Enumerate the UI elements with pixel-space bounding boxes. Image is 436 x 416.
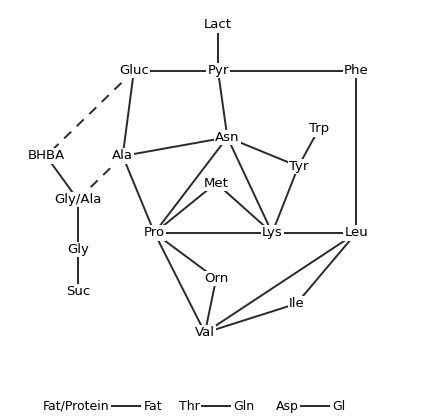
Text: Gluc: Gluc — [119, 64, 149, 77]
Text: Pro: Pro — [144, 226, 165, 240]
Text: Ile: Ile — [289, 297, 304, 310]
Text: Ala: Ala — [112, 149, 133, 163]
Text: Pyr: Pyr — [207, 64, 229, 77]
Text: Lys: Lys — [262, 226, 283, 240]
Text: Gl: Gl — [332, 400, 345, 413]
Text: Asn: Asn — [215, 131, 240, 144]
Text: Suc: Suc — [66, 285, 90, 298]
Text: Met: Met — [204, 176, 228, 190]
Text: Phe: Phe — [344, 64, 369, 77]
Text: Asp: Asp — [276, 400, 298, 413]
Text: Val: Val — [195, 326, 215, 339]
Text: Fat/Protein: Fat/Protein — [43, 400, 109, 413]
Text: Fat: Fat — [143, 400, 162, 413]
Text: Orn: Orn — [204, 272, 228, 285]
Text: Trp: Trp — [309, 122, 329, 136]
Text: Gln: Gln — [233, 400, 254, 413]
Text: Leu: Leu — [344, 226, 368, 240]
Text: Gly/Ala: Gly/Ala — [54, 193, 102, 206]
Text: BHBA: BHBA — [27, 149, 65, 163]
Text: Thr: Thr — [179, 400, 199, 413]
Text: Gly: Gly — [67, 243, 89, 256]
Text: Tyr: Tyr — [289, 160, 308, 173]
Text: Lact: Lact — [204, 18, 232, 32]
